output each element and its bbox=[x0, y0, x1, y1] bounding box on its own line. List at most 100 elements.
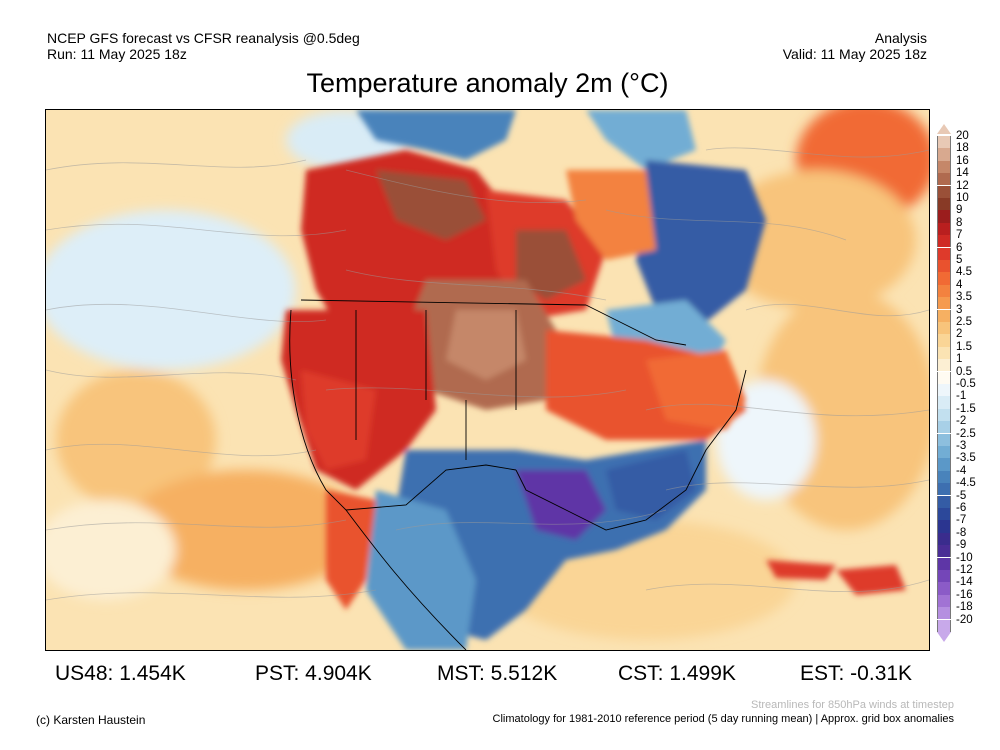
legend-swatch bbox=[937, 607, 951, 620]
legend-swatch bbox=[937, 346, 951, 360]
legend-min-arrow bbox=[937, 632, 951, 642]
legend-label: -5 bbox=[956, 489, 967, 502]
ocean-anomaly-patches bbox=[46, 110, 929, 640]
legend-label: -3.5 bbox=[956, 452, 976, 465]
legend-label: 16 bbox=[956, 154, 969, 167]
legend-label: 4 bbox=[956, 278, 963, 291]
legend-label: 9 bbox=[956, 204, 963, 217]
legend-label: -8 bbox=[956, 526, 967, 539]
analysis-label: Analysis bbox=[874, 30, 927, 46]
legend-label: 14 bbox=[956, 167, 969, 180]
legend-max-arrow bbox=[937, 124, 951, 134]
legend-swatch bbox=[937, 594, 951, 608]
legend-label: 4.5 bbox=[956, 266, 972, 279]
legend-label: -4 bbox=[956, 464, 967, 477]
stat-us48: US48: 1.454K bbox=[55, 662, 186, 685]
legend-swatch bbox=[937, 235, 951, 248]
legend-label: -14 bbox=[956, 576, 973, 589]
climatology-note: Climatology for 1981-2010 reference peri… bbox=[492, 713, 954, 725]
legend-label: 12 bbox=[956, 179, 969, 192]
legend-swatch bbox=[937, 334, 951, 347]
legend-label: 20 bbox=[956, 130, 969, 142]
legend-swatch bbox=[937, 222, 951, 236]
legend-label: -1.5 bbox=[956, 402, 976, 415]
legend-label: 1.5 bbox=[956, 340, 972, 353]
run-time: Run: 11 May 2025 18z bbox=[47, 46, 187, 62]
legend-label: 5 bbox=[956, 254, 963, 266]
legend-swatch bbox=[937, 309, 951, 322]
legend-label: 3.5 bbox=[956, 291, 972, 304]
legend-label: 2.5 bbox=[956, 316, 972, 328]
legend-swatch bbox=[937, 198, 951, 211]
copyright: (c) Karsten Haustein bbox=[36, 713, 146, 727]
legend-swatch bbox=[937, 322, 951, 335]
legend-label: 3 bbox=[956, 303, 963, 316]
legend-swatch bbox=[937, 433, 951, 446]
stat-est: EST: -0.31K bbox=[800, 662, 913, 685]
legend-label: -1 bbox=[956, 390, 967, 403]
wind-streamlines bbox=[46, 147, 929, 601]
political-boundaries bbox=[289, 299, 747, 650]
legend-label: 8 bbox=[956, 216, 963, 229]
legend-swatch bbox=[937, 520, 951, 533]
legend-swatch bbox=[937, 136, 951, 149]
legend-swatch bbox=[937, 545, 951, 558]
legend-label: 2 bbox=[956, 328, 963, 341]
legend-swatch bbox=[937, 185, 951, 198]
legend-swatch bbox=[937, 247, 951, 260]
legend-swatch bbox=[937, 421, 951, 434]
legend-label: -7 bbox=[956, 514, 967, 527]
legend-swatch bbox=[937, 210, 951, 223]
legend-label: 10 bbox=[956, 192, 969, 204]
legend-label: -4.5 bbox=[956, 477, 976, 490]
stat-pst: PST: 4.904K bbox=[255, 662, 372, 685]
land-anomaly-field bbox=[281, 110, 906, 650]
legend-label: -3 bbox=[956, 440, 967, 452]
map-graphic bbox=[46, 110, 929, 650]
color-legend: 20 18 16 14 12 10 9 8 7 6 5 4.5 4 3.5 3 2.5 2 1.5 1 0.5 -0.5… bbox=[934, 124, 1000, 642]
legend-label: -20 bbox=[956, 613, 973, 626]
legend-label: -6 bbox=[956, 502, 967, 514]
streamlines-note: Streamlines for 850hPa winds at timestep bbox=[751, 699, 954, 711]
legend-label: 1 bbox=[956, 353, 963, 366]
legend-label: -16 bbox=[956, 588, 973, 601]
legend-swatch bbox=[937, 557, 951, 570]
legend-label: -10 bbox=[956, 551, 973, 564]
stat-mst: MST: 5.512K bbox=[437, 662, 558, 685]
legend-swatch bbox=[937, 408, 951, 422]
valid-time: Valid: 11 May 2025 18z bbox=[782, 46, 927, 62]
legend-swatch bbox=[937, 148, 951, 161]
legend-swatch bbox=[937, 532, 951, 546]
legend-label: 6 bbox=[956, 241, 963, 254]
legend-swatch bbox=[937, 458, 951, 471]
legend-swatch bbox=[937, 272, 951, 285]
legend-swatch bbox=[937, 396, 951, 409]
header-left: NCEP GFS forecast vs CFSR reanalysis @0.… bbox=[47, 30, 360, 62]
legend-swatch bbox=[937, 495, 951, 508]
legend-swatch bbox=[937, 483, 951, 496]
legend-swatch bbox=[937, 384, 951, 397]
legend-swatch bbox=[937, 582, 951, 595]
legend-swatch bbox=[937, 359, 951, 372]
model-description: NCEP GFS forecast vs CFSR reanalysis @0.… bbox=[47, 30, 360, 46]
legend-label: -2 bbox=[956, 415, 967, 428]
legend-swatch bbox=[937, 160, 951, 174]
legend-swatch bbox=[937, 446, 951, 459]
legend-swatch bbox=[937, 570, 951, 583]
anomaly-map bbox=[45, 109, 930, 651]
legend-swatch bbox=[937, 619, 951, 632]
legend-swatch bbox=[937, 297, 951, 310]
legend-label: 18 bbox=[956, 142, 969, 155]
legend-swatch bbox=[937, 508, 951, 521]
map-title: Temperature anomaly 2m (°C) bbox=[306, 68, 669, 98]
legend-label: -2.5 bbox=[956, 427, 976, 440]
legend-label: 0.5 bbox=[956, 365, 972, 378]
legend-label: -0.5 bbox=[956, 378, 976, 390]
legend-swatch bbox=[937, 371, 951, 384]
legend-swatch bbox=[937, 173, 951, 186]
legend-swatch bbox=[937, 470, 951, 484]
legend-label: 7 bbox=[956, 229, 963, 242]
legend-label: -9 bbox=[956, 539, 967, 552]
legend-label: -18 bbox=[956, 601, 973, 614]
legend-swatch bbox=[937, 260, 951, 273]
